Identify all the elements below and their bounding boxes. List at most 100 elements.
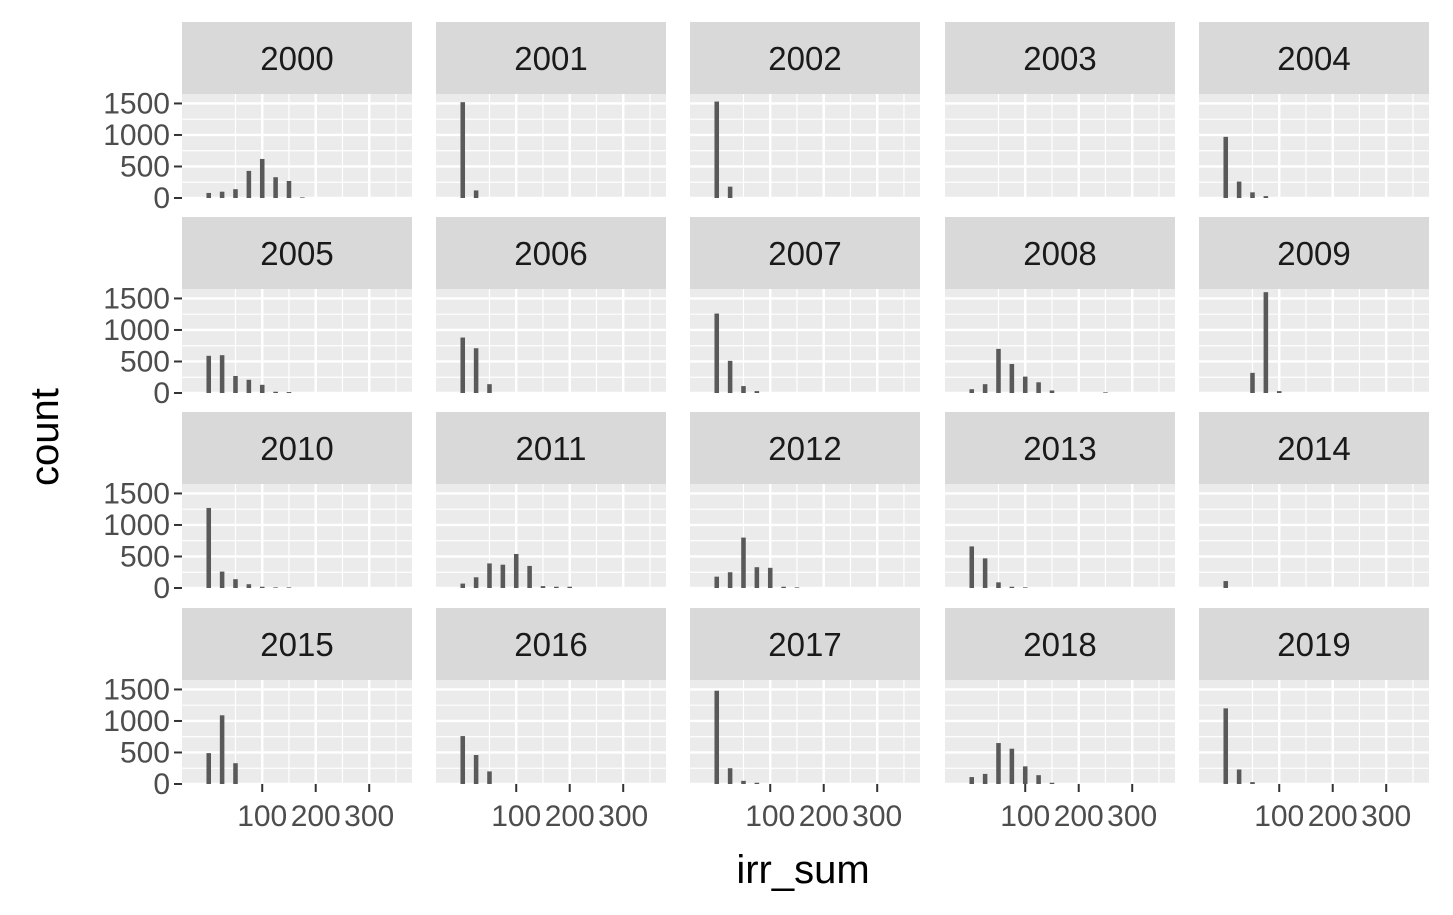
histogram-bar	[982, 558, 988, 588]
histogram-bar	[741, 780, 746, 784]
histogram-bar	[206, 355, 212, 393]
facet-panel-2007: 2007	[690, 217, 920, 395]
histogram-bar	[233, 579, 238, 588]
facet-strip	[690, 412, 920, 484]
facet-strip-label: 2009	[1277, 235, 1350, 272]
facet-strip	[945, 217, 1175, 289]
histogram-bar	[259, 158, 265, 198]
histogram-bar	[219, 715, 225, 784]
facet-panel-2010: 2010	[182, 412, 412, 590]
facet-strip-label: 2012	[768, 430, 841, 467]
histogram-bar	[1223, 136, 1229, 198]
y-tick-label: 0	[153, 377, 170, 410]
x-tick-label: 100	[745, 800, 795, 833]
histogram-bar	[527, 565, 532, 588]
facet-strip	[945, 22, 1175, 94]
panel-background	[945, 680, 1175, 784]
panel-background	[1199, 484, 1429, 588]
histogram-bar	[219, 191, 225, 198]
facet-panel-2018: 2018	[945, 608, 1175, 786]
facet-panel-2014: 2014	[1199, 412, 1429, 590]
facet-strip	[690, 608, 920, 680]
facet-strip	[436, 22, 666, 94]
histogram-bar	[219, 355, 225, 393]
x-tick-label: 100	[237, 800, 287, 833]
facet-panel-2017: 2017	[690, 608, 920, 786]
facet-strip-label: 2018	[1023, 626, 1096, 663]
facet-strip-label: 2016	[514, 626, 587, 663]
facet-strip-label: 2011	[516, 430, 587, 467]
histogram-bar	[794, 587, 800, 588]
x-tick-label: 100	[491, 800, 541, 833]
histogram-bar	[996, 582, 1001, 588]
histogram-bar	[996, 348, 1001, 393]
histogram-bar	[1236, 769, 1242, 784]
y-tick-label: 1500	[103, 673, 170, 706]
facet-strip-label: 2017	[768, 626, 841, 663]
histogram-bar	[500, 564, 506, 588]
facet-panel-2005: 2005	[182, 217, 412, 395]
y-tick-label: 1500	[103, 87, 170, 120]
y-tick-label: 1000	[103, 314, 170, 347]
facet-strip	[182, 22, 412, 94]
facet-panel-2011: 2011	[436, 412, 666, 590]
histogram-bar	[754, 567, 760, 588]
facet-strip	[182, 608, 412, 680]
histogram-bar	[714, 690, 720, 784]
histogram-bar	[273, 391, 278, 393]
histogram-bar	[1263, 196, 1269, 198]
histogram-bar	[1236, 181, 1242, 198]
y-tick-label: 500	[120, 150, 170, 183]
histogram-bar	[1049, 782, 1055, 784]
histogram-bar	[754, 391, 760, 393]
facet-strip-label: 2015	[260, 626, 333, 663]
histogram-bar	[460, 102, 466, 198]
histogram-bar	[473, 190, 479, 198]
histogram-bar	[1250, 192, 1255, 198]
facet-panel-2000: 2000	[182, 22, 412, 200]
x-axes: 100 200 300 100 200 300 100 200 300 100 200 300 100 2…	[237, 784, 1411, 833]
histogram-bar	[487, 771, 492, 784]
histogram-bar	[273, 587, 278, 588]
x-tick-label: 300	[344, 800, 394, 833]
facet-panel-2019: 2019	[1199, 608, 1429, 786]
x-tick-label: 200	[799, 800, 849, 833]
histogram-bar	[259, 586, 265, 588]
y-tick-label: 1500	[103, 477, 170, 510]
facet-strip	[690, 22, 920, 94]
histogram-bar	[727, 768, 733, 784]
panel-background	[690, 94, 920, 198]
y-axis-title: count	[23, 388, 67, 486]
facet-strip-label: 2013	[1023, 430, 1096, 467]
y-tick-label: 1000	[103, 509, 170, 542]
histogram-bar	[982, 773, 988, 784]
histogram-bar	[473, 348, 479, 393]
histogram-bar	[727, 572, 733, 588]
y-tick-label: 0	[153, 572, 170, 605]
facet-panel-2016: 2016	[436, 608, 666, 786]
histogram-bar	[714, 576, 720, 588]
histogram-bar	[233, 763, 238, 784]
histogram-bar	[1036, 775, 1041, 784]
x-tick-label: 300	[1361, 800, 1411, 833]
y-tick-label: 0	[153, 768, 170, 801]
histogram-bar	[286, 180, 292, 198]
histogram-bar	[233, 189, 238, 198]
facet-strip-label: 2002	[768, 40, 841, 77]
histogram-bar	[219, 571, 225, 588]
panel-background	[1199, 680, 1429, 784]
facet-strip	[1199, 217, 1429, 289]
panel-background	[690, 484, 920, 588]
histogram-bar	[206, 507, 212, 588]
histogram-bar	[1103, 392, 1108, 393]
histogram-bar	[767, 567, 773, 588]
histogram-bar	[727, 186, 733, 198]
histogram-bar	[1223, 581, 1229, 588]
histogram-bar	[246, 584, 252, 588]
facet-panel-2004: 2004	[1199, 22, 1429, 200]
facet-strip	[1199, 608, 1429, 680]
y-axes: 0500100015000500100015000500100015000500…	[103, 87, 182, 801]
x-tick-label: 300	[1107, 800, 1157, 833]
facet-panel-2002: 2002	[690, 22, 920, 200]
